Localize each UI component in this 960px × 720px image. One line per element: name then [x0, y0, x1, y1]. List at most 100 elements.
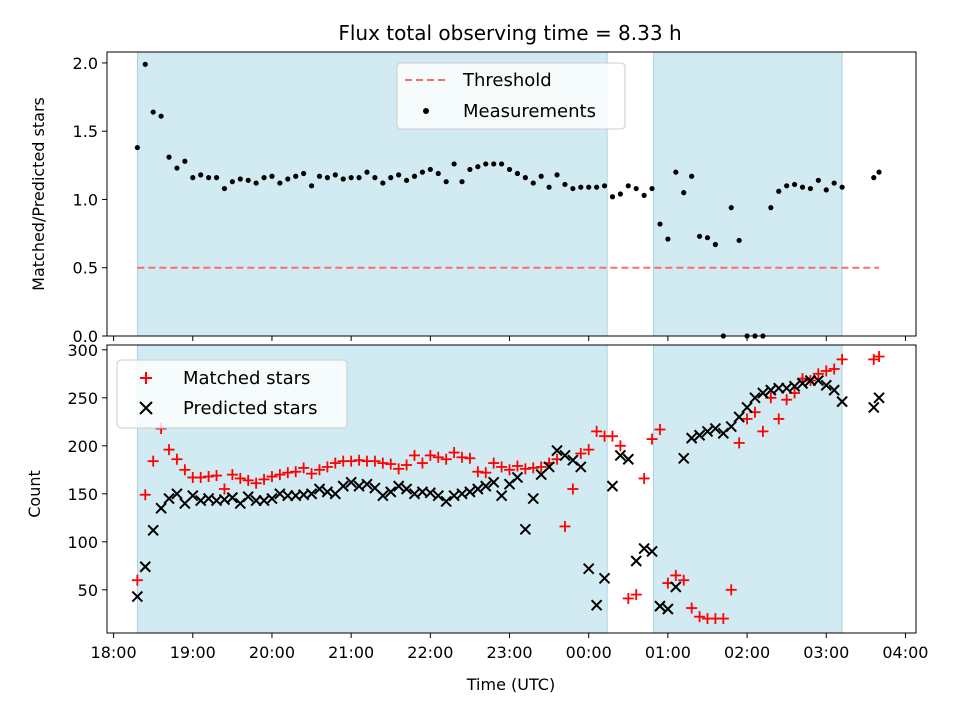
predicted-star-point — [495, 490, 508, 502]
predicted-star-point — [646, 545, 658, 558]
measurement-point — [411, 173, 418, 179]
matched-star-point — [306, 468, 318, 480]
measurement-point — [704, 235, 711, 241]
x-axis-label: Time (UTC) — [466, 675, 555, 694]
y-tick-label: 100 — [67, 533, 98, 552]
matched-star-point — [440, 453, 452, 465]
x-tick-label: 22:00 — [407, 643, 453, 662]
predicted-star-point — [440, 495, 452, 508]
matched-star-point — [567, 483, 579, 495]
matched-star-point — [717, 613, 729, 625]
predicted-star-point — [385, 486, 397, 498]
legend-measurements-swatch — [423, 108, 429, 114]
matched-star-point — [242, 474, 254, 486]
measurement-point — [831, 180, 837, 186]
matched-star-point — [836, 353, 848, 365]
measurement-point — [174, 165, 180, 171]
x-tick-label: 01:00 — [645, 643, 691, 662]
matched-star-point — [694, 611, 706, 623]
predicted-star-point — [313, 483, 326, 495]
matched-star-point — [250, 477, 262, 489]
measurement-point — [332, 172, 338, 178]
measurement-point — [530, 180, 536, 186]
measurement-point — [324, 175, 330, 181]
count-legend: Matched stars Predicted stars — [116, 359, 348, 429]
predicted-star-point — [836, 395, 848, 408]
matched-star-point — [828, 363, 840, 375]
measurement-point — [696, 233, 703, 239]
matched-star-point — [630, 589, 642, 601]
measurement-point — [681, 190, 687, 196]
matched-star-point — [456, 451, 468, 463]
matched-star-point — [345, 455, 357, 467]
matched-star-point — [725, 584, 737, 596]
measurement-point — [166, 154, 172, 160]
count-y-axis-label: Count — [25, 470, 44, 518]
matched-star-point — [321, 461, 333, 473]
predicted-star-point — [480, 480, 492, 492]
measurement-point — [237, 176, 243, 182]
y-tick-label: 250 — [67, 389, 98, 408]
predicted-star-point — [701, 425, 714, 438]
y-tick-label: 150 — [67, 485, 98, 504]
ratio-legend: Threshold Measurements — [396, 62, 626, 130]
measurement-point — [261, 175, 267, 181]
matched-star-point — [313, 464, 325, 476]
measurement-point — [253, 180, 259, 186]
measurement-point — [269, 173, 275, 179]
measurement-point — [641, 192, 647, 198]
x-tick-label: 04:00 — [882, 643, 928, 662]
matched-star-point — [171, 453, 183, 465]
predicted-star-point — [812, 374, 825, 387]
predicted-star-point — [630, 555, 642, 567]
measurement-point — [776, 188, 782, 194]
measurement-point — [467, 166, 473, 173]
measurement-point — [657, 221, 663, 227]
predicted-star-point — [266, 492, 278, 505]
measurement-point — [799, 184, 806, 190]
matched-star-point — [226, 469, 238, 481]
y-tick-label: 300 — [67, 341, 98, 360]
measurement-point — [876, 169, 882, 175]
matched-star-point — [266, 471, 278, 483]
legend-threshold-label: Threshold — [462, 70, 552, 91]
measurement-point — [586, 184, 592, 190]
predicted-star-point — [472, 483, 484, 495]
matched-star-point — [678, 574, 690, 586]
x-tick-label: 03:00 — [803, 643, 849, 662]
measurement-point — [665, 236, 671, 242]
measurement-point — [142, 61, 148, 67]
measurement-point — [277, 180, 283, 186]
measurement-point — [285, 176, 291, 182]
matched-star-point — [504, 464, 516, 476]
measurement-point — [570, 185, 576, 192]
matched-star-point — [258, 473, 270, 485]
ratio-panel: 0.00.51.01.52.0 Matched/Predicted stars … — [29, 51, 917, 346]
predicted-star-point — [432, 490, 444, 502]
measurement-point — [348, 175, 354, 181]
matched-star-point — [408, 449, 420, 461]
matched-star-point — [873, 351, 885, 363]
predicted-star-point — [725, 420, 737, 433]
predicted-star-point — [147, 524, 159, 536]
predicted-star-point — [709, 422, 722, 435]
predicted-star-point — [590, 599, 603, 611]
matched-star-point — [329, 457, 341, 469]
measurement-point — [301, 170, 307, 177]
matched-star-point — [139, 489, 151, 501]
predicted-star-point — [131, 590, 144, 603]
y-tick-label: 200 — [67, 437, 98, 456]
matched-star-point — [606, 430, 618, 442]
matched-star-point — [488, 457, 500, 469]
matched-star-point — [820, 365, 832, 377]
measurement-point — [712, 241, 718, 248]
y-tick-label: 0.0 — [73, 327, 98, 346]
matched-star-point — [670, 569, 682, 581]
predicted-star-point — [622, 453, 635, 465]
matched-star-point — [591, 425, 603, 437]
matched-star-point — [733, 437, 745, 449]
measurement-point — [594, 184, 600, 190]
predicted-star-point — [377, 490, 389, 502]
predicted-star-point — [519, 523, 532, 536]
